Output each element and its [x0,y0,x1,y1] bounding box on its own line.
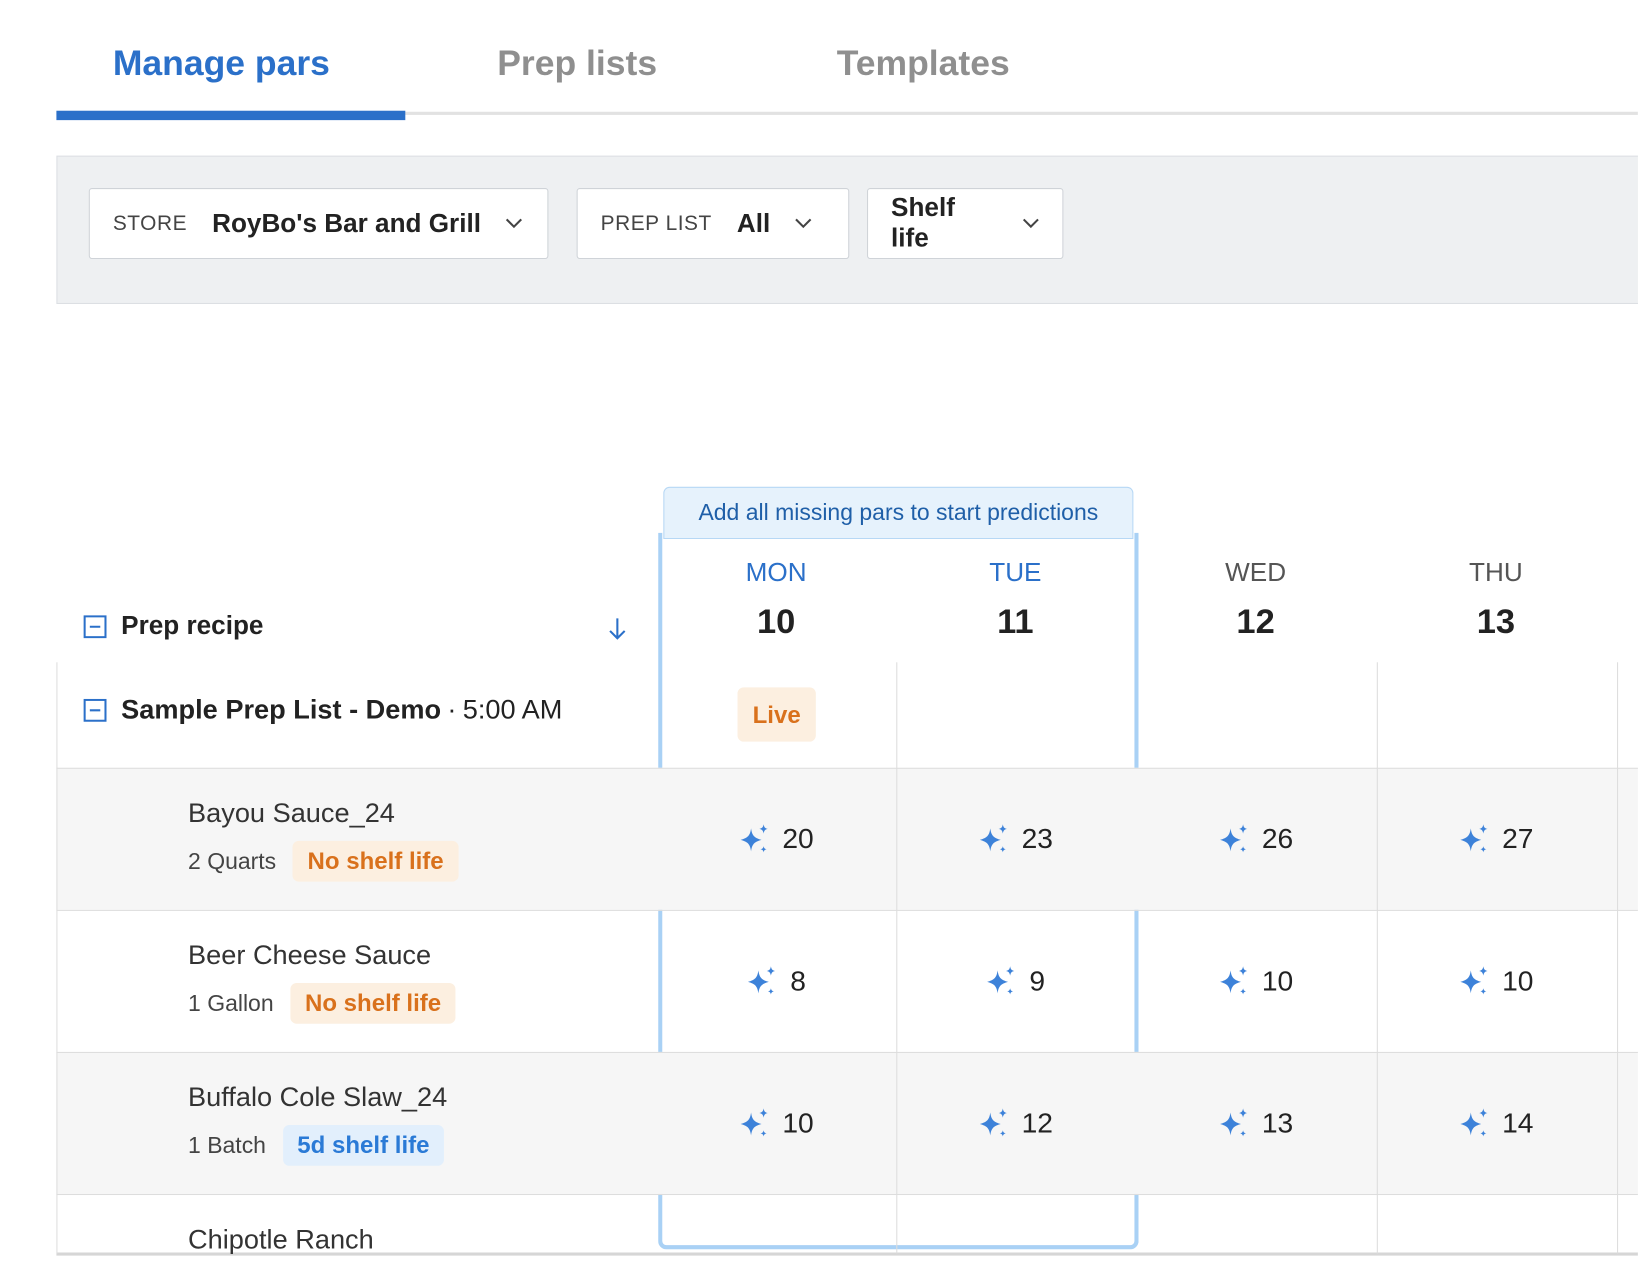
par-value: 23 [1021,822,1053,854]
par-value: 27 [1502,822,1534,854]
shelf-badge: No shelf life [292,840,459,882]
par-cell[interactable]: 10 [672,1052,881,1194]
sort-icon[interactable] [608,616,627,646]
par-cell[interactable]: 10 [1151,910,1360,1052]
par-value: 12 [1021,1106,1053,1139]
tab[interactable]: Manage pars [112,43,330,84]
day-date: 10 [756,601,796,641]
shelf-dropdown[interactable]: Shelf life [867,188,1064,260]
column-title: Prep recipe [83,611,264,641]
chevron [506,218,523,229]
time: 5:00 AM [462,693,563,725]
group-row: Sample Prep List - Demo · 5:00 AM [83,694,563,726]
day-name: THU [1469,557,1523,588]
column-divider [896,662,898,1254]
par-cell[interactable]: 12 [911,1052,1120,1194]
unit: 1 Batch [188,1131,266,1158]
par-value: 20 [782,822,814,854]
shelf-badge: No shelf life [290,982,456,1024]
par-value: 26 [1261,822,1294,854]
ai-icon [1220,824,1248,853]
separator: · [447,693,457,725]
column-divider [1617,662,1619,1254]
tab[interactable]: Prep lists [497,43,658,84]
par-value: 8 [790,964,806,997]
recipe-meta: 1 Batch 5d shelf life [188,1125,445,1166]
par-cell[interactable]: 27 [1391,768,1600,910]
tab-indicator [56,110,406,121]
unit: 1 Gallon [188,989,274,1016]
recipe-name: Chipotle Ranch [188,1223,374,1255]
ai-icon [740,1108,768,1137]
ai-icon [1460,966,1488,995]
day-date: 12 [1236,601,1275,641]
row-bg [56,1051,1638,1194]
par-cell[interactable]: 26 [1151,768,1360,910]
par-value: 13 [1261,1106,1294,1139]
day-date: 11 [997,601,1034,641]
collapse-icon[interactable] [83,698,107,722]
tab[interactable]: Templates [836,43,1010,84]
recipe-name: Beer Cheese Sauce [188,939,432,971]
ai-icon [979,1108,1007,1137]
recipe-name: Buffalo Cole Slaw_24 [188,1081,448,1113]
day-date: 13 [1476,601,1516,641]
par-value: 14 [1502,1106,1534,1139]
status-badge: Live [737,687,816,742]
ai-icon [987,966,1015,995]
chevron [1023,218,1040,229]
label: STORE [112,211,188,235]
ai-icon [1220,966,1248,995]
value: Shelf life [891,193,955,253]
row-divider [56,767,1638,769]
ai-icon [1460,1108,1488,1137]
par-cell[interactable]: 23 [911,768,1120,910]
row-divider [56,1193,1638,1196]
par-cell[interactable]: 20 [672,768,881,910]
group-name: Sample Prep List - Demo [121,693,442,725]
row-divider [56,1051,1638,1053]
row-bg [56,767,1638,910]
prep-dropdown[interactable]: PREP LIST All [576,188,850,260]
collapse-icon[interactable] [83,614,107,638]
prediction-banner: Add all missing pars to start prediction… [663,486,1134,540]
ai-icon [1460,824,1488,853]
chevron [795,218,812,229]
day-name: MON [745,557,807,588]
par-value: 10 [1502,964,1534,997]
recipe-name: Bayou Sauce_24 [188,797,395,829]
par-cell[interactable]: 14 [1391,1052,1600,1194]
group-title: Sample Prep List - Demo · 5:00 AM [121,694,562,726]
value: RoyBo's Bar and Grill [212,208,481,238]
row-divider [56,909,1638,911]
day-name: TUE [989,557,1042,588]
arrow [609,618,626,640]
ai-icon [1220,1108,1248,1137]
tab-rail [56,111,1638,115]
text: Prep recipe [121,611,264,641]
par-cell[interactable]: 9 [911,910,1120,1052]
ai-icon [740,824,768,853]
recipe-meta: 1 Gallon No shelf life [188,982,456,1024]
day-name: WED [1225,557,1287,588]
label: PREP LIST [600,211,712,235]
par-cell[interactable]: 8 [672,910,881,1052]
par-value: 10 [782,1106,814,1139]
par-value: 10 [1261,964,1294,997]
shelf-badge: 5d shelf life [282,1125,445,1166]
ai-icon [979,824,1007,853]
ai-icon [748,966,776,995]
par-cell[interactable]: 10 [1391,910,1600,1052]
column-divider [1376,662,1378,1254]
unit: 2 Quarts [188,847,277,874]
store-dropdown[interactable]: STORE RoyBo's Bar and Grill [88,188,549,260]
par-value: 9 [1029,964,1046,997]
table-bottom [56,1252,1638,1256]
par-cell[interactable]: 13 [1151,1052,1360,1194]
value: All [736,208,771,238]
recipe-meta: 2 Quarts No shelf life [188,840,459,882]
left-border [56,662,58,1254]
